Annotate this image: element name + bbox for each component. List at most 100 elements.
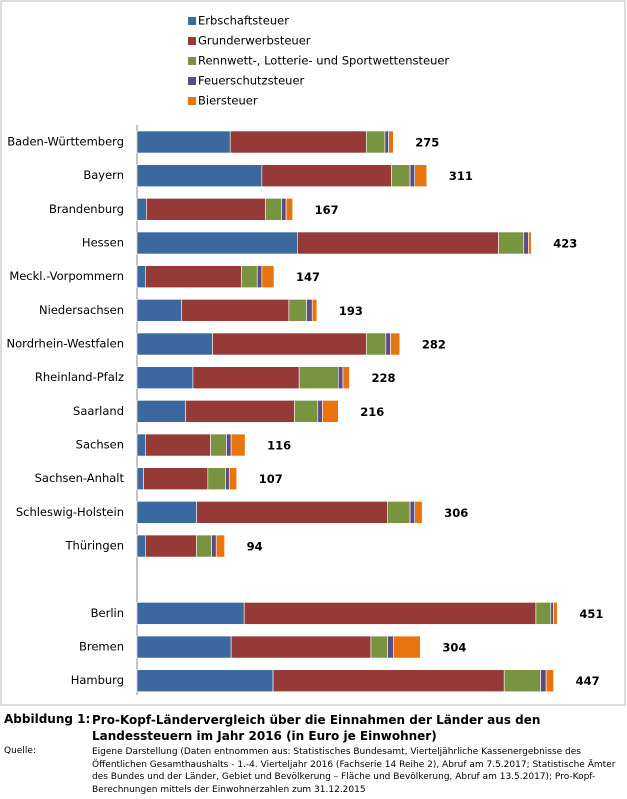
bar-segment xyxy=(265,198,282,221)
y-tick-label: Sachsen-Anhalt xyxy=(35,471,125,485)
bar-segment xyxy=(185,400,295,423)
total-label: 147 xyxy=(296,270,320,284)
bar-segment xyxy=(391,164,411,187)
bar-segment xyxy=(145,433,211,457)
bar-segment xyxy=(136,669,274,693)
total-label: 451 xyxy=(579,607,603,621)
total-label: 275 xyxy=(415,136,439,150)
bar-segment xyxy=(387,635,394,659)
bar-segment xyxy=(143,467,209,491)
bar-segment xyxy=(540,669,547,693)
y-tick-label: Brandenburg xyxy=(49,202,124,216)
bar-segment xyxy=(498,231,525,255)
bar-segment xyxy=(228,467,238,491)
total-label: 304 xyxy=(442,641,466,655)
bar-segment xyxy=(385,332,391,356)
bar-segment xyxy=(387,501,411,524)
bar-segment xyxy=(294,400,319,423)
bar-segment xyxy=(342,366,350,389)
y-tick-label: Thüringen xyxy=(65,539,124,553)
legend-label: Grunderwerbsteuer xyxy=(198,34,311,48)
legend-label: Feuerschutzsteuer xyxy=(198,74,305,88)
bar-segment xyxy=(136,534,146,558)
y-tick-label: Bayern xyxy=(83,168,124,182)
bar-segment xyxy=(297,231,499,255)
bar-segment xyxy=(365,332,387,356)
bar-segment xyxy=(136,198,147,221)
bar-segment xyxy=(211,534,217,558)
y-tick-label: Baden-Württemberg xyxy=(7,135,124,149)
legend-swatch xyxy=(188,57,196,65)
bar-segment xyxy=(409,164,416,187)
total-label: 423 xyxy=(553,237,577,251)
bar-segment xyxy=(136,366,194,389)
bar-segment xyxy=(311,299,318,322)
bar-segment xyxy=(322,400,339,423)
bar-segment xyxy=(136,467,144,491)
bar-segment xyxy=(261,164,392,187)
bar-segment xyxy=(136,501,197,524)
y-tick-label: Hessen xyxy=(82,236,124,250)
bar-segment xyxy=(230,433,246,457)
y-tick-label: Meckl.-Vorpommern xyxy=(9,269,124,283)
legend-swatch xyxy=(188,77,196,85)
bar-segment xyxy=(136,400,186,423)
total-label: 447 xyxy=(576,674,600,688)
total-label: 282 xyxy=(422,338,446,352)
bar-segment xyxy=(384,130,389,154)
bar-segment xyxy=(365,130,386,154)
caption: Abbildung 1: Pro-Kopf-Ländervergleich übe… xyxy=(0,712,627,796)
bar-segment xyxy=(210,433,227,457)
bar-segment xyxy=(545,669,554,693)
bar-segment xyxy=(230,635,372,659)
bar-segment xyxy=(136,635,232,659)
bar-segment xyxy=(370,635,389,659)
bar-segment xyxy=(196,534,212,558)
bar-segment xyxy=(146,198,266,221)
bar-segment xyxy=(281,198,287,221)
bar-segment xyxy=(285,198,293,221)
bar-segment xyxy=(212,332,367,356)
bar-segment xyxy=(553,602,558,625)
legend-label: Biersteuer xyxy=(198,94,258,108)
total-label: 306 xyxy=(444,506,468,520)
bar-segment xyxy=(136,265,146,288)
figure-title: Pro-Kopf-Ländervergleich über die Einnah… xyxy=(92,713,541,743)
y-tick-label: Bremen xyxy=(79,640,124,654)
legend-swatch xyxy=(188,37,196,45)
bar-segment xyxy=(136,130,231,154)
total-label: 228 xyxy=(371,371,395,385)
bar-segment xyxy=(136,231,298,255)
total-label: 116 xyxy=(267,439,291,453)
bar-segment xyxy=(388,130,394,154)
bar-segment xyxy=(414,501,423,524)
total-label: 94 xyxy=(247,540,263,554)
y-tick-label: Schleswig-Holstein xyxy=(16,505,124,519)
bar-segment xyxy=(261,265,275,288)
bar-segment xyxy=(288,299,307,322)
bar-segment xyxy=(298,366,339,389)
y-tick-label: Niedersachsen xyxy=(39,303,124,317)
bar-segment xyxy=(136,332,213,356)
legend-swatch xyxy=(188,17,196,25)
bar-segment xyxy=(535,602,552,625)
total-label: 216 xyxy=(360,405,384,419)
bar-segment xyxy=(409,501,416,524)
total-label: 167 xyxy=(315,203,339,217)
bar-segment xyxy=(229,130,367,154)
bar-segment xyxy=(503,669,541,693)
y-tick-label: Nordrhein-Westfalen xyxy=(7,337,124,351)
y-tick-label: Saarland xyxy=(73,404,124,418)
y-tick-label: Sachsen xyxy=(76,438,124,452)
total-label: 107 xyxy=(259,472,283,486)
legend-swatch xyxy=(188,97,196,105)
chart: Erbschaftsteuer Grunderwerbsteuer Rennwett… xyxy=(0,0,626,706)
figure-label: Abbildung 1: xyxy=(4,712,91,726)
bar-segment xyxy=(225,467,230,491)
bar-segment xyxy=(181,299,290,322)
bar-segment xyxy=(136,164,263,187)
y-tick-label: Rheinland-Pfalz xyxy=(35,370,124,384)
bar-segment xyxy=(192,366,300,389)
bar-segment xyxy=(414,164,428,187)
